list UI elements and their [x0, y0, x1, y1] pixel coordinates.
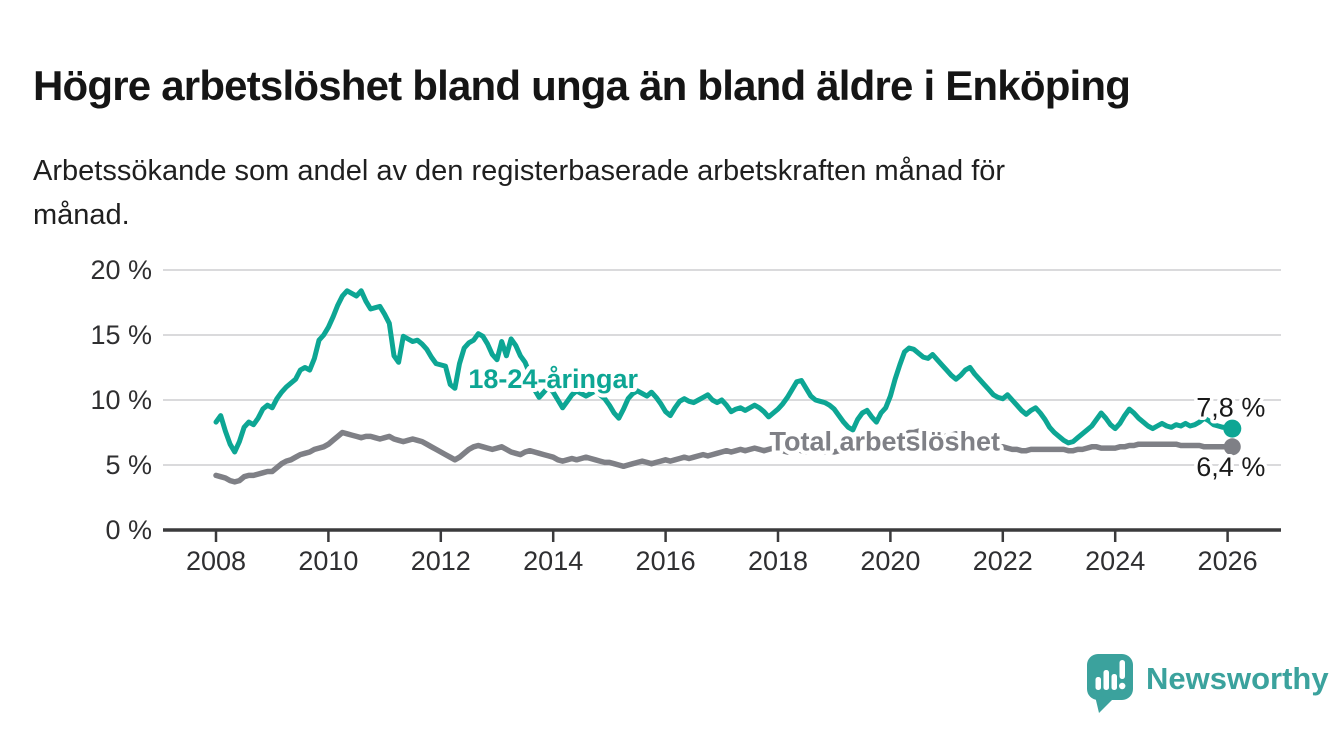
- logo-exclamation-bar: [1119, 660, 1125, 679]
- series-label-young: 18-24-åringar: [468, 364, 638, 394]
- x-axis-label: 2014: [523, 546, 583, 576]
- y-axis-label: 5 %: [105, 450, 152, 480]
- newsworthy-logo-icon: [1087, 654, 1133, 713]
- end-value-label-total: 6,4 %: [1196, 452, 1265, 482]
- newsworthy-brand-text: Newsworthy: [1146, 661, 1329, 696]
- y-axis-label: 20 %: [90, 255, 152, 285]
- x-axis-label: 2012: [411, 546, 471, 576]
- logo-bar-3: [1111, 674, 1117, 690]
- x-axis-label: 2008: [186, 546, 246, 576]
- end-dot-total: [1223, 438, 1241, 456]
- x-axis-label: 2026: [1198, 546, 1258, 576]
- x-axis-label: 2022: [973, 546, 1033, 576]
- chart-subtitle: Arbetssökande som andel av den registerb…: [33, 155, 1006, 232]
- x-axis-label: 2024: [1085, 546, 1145, 576]
- logo-bar-1: [1095, 677, 1101, 690]
- x-axis-label: 2016: [636, 546, 696, 576]
- logo-bubble-tail: [1095, 696, 1114, 713]
- end-dot-young: [1223, 419, 1242, 438]
- y-axis-label: 0 %: [105, 515, 152, 545]
- series-line-total: [213, 428, 1236, 485]
- x-axis-label: 2018: [748, 546, 808, 576]
- x-axis-label: 2010: [298, 546, 358, 576]
- y-axis-label: 10 %: [90, 385, 152, 415]
- end-value-label-young: 7,8 %: [1196, 393, 1265, 423]
- logo-bubble: [1087, 654, 1133, 700]
- logo-exclamation-dot: [1119, 682, 1126, 690]
- x-axis-label: 2020: [860, 546, 920, 576]
- logo-bar-2: [1103, 670, 1109, 690]
- y-axis-label: 15 %: [90, 320, 152, 350]
- series-label-total: Total arbetslöshet: [770, 427, 1001, 457]
- series-line-young: [213, 288, 1235, 455]
- page-title: Högre arbetslöshet bland unga än bland ä…: [33, 62, 1131, 110]
